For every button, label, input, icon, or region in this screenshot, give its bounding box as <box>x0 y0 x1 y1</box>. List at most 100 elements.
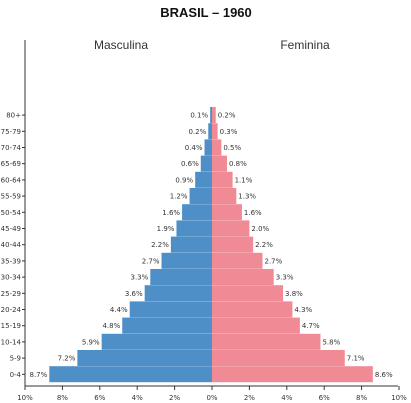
bar-female-50-54 <box>212 204 242 221</box>
bar-male-80+ <box>210 107 212 123</box>
bar-female-5-9 <box>212 350 345 366</box>
bar-female-55-59 <box>212 188 237 204</box>
bar-male-10-14 <box>101 333 212 350</box>
label-male-75-79: 0.2% <box>188 128 206 136</box>
x-tick-label-3: 4% <box>132 394 143 402</box>
chart-title: BRASIL – 1960 <box>160 5 252 20</box>
y-tick-label-60-64: 60-64 <box>1 176 22 184</box>
x-tick-label-7: 4% <box>281 394 292 402</box>
bar-male-40-44 <box>170 236 212 253</box>
bar-female-45-49 <box>212 220 250 237</box>
label-male-20-24: 4.4% <box>110 306 128 314</box>
bar-male-45-49 <box>176 220 212 237</box>
label-male-30-34: 3.3% <box>130 274 148 282</box>
bar-female-60-64 <box>212 171 233 188</box>
bar-male-50-54 <box>182 204 212 221</box>
y-tick-label-0-4: 0-4 <box>10 371 22 379</box>
bar-male-75-79 <box>208 123 212 140</box>
label-male-5-9: 7.2% <box>58 355 76 363</box>
label-female-20-24: 4.3% <box>294 306 312 314</box>
label-male-35-39: 2.7% <box>142 257 160 265</box>
label-male-25-29: 3.6% <box>125 290 143 298</box>
x-tick-label-9: 8% <box>356 394 367 402</box>
y-axis: 80+ 75-79 70-74 65-69 60-64 55-59 50-54 45-49 40… <box>1 40 26 386</box>
bar-male-25-29 <box>144 285 212 302</box>
label-female-30-34: 3.3% <box>276 274 294 282</box>
y-tick-label-65-69: 65-69 <box>1 160 21 168</box>
bar-female-20-24 <box>212 301 293 318</box>
label-female-75-79: 0.3% <box>220 128 238 136</box>
label-male-65-69: 0.6% <box>181 160 199 168</box>
label-male-15-19: 4.8% <box>102 322 120 330</box>
y-tick-label-10-14: 10-14 <box>1 338 22 346</box>
y-tick-label-45-49: 45-49 <box>1 225 21 233</box>
bar-male-35-39 <box>161 252 212 269</box>
bar-female-10-14 <box>212 333 321 350</box>
bar-female-30-34 <box>212 269 274 285</box>
bar-female-15-19 <box>212 317 300 334</box>
label-female-80+: 0.2% <box>218 112 236 120</box>
y-tick-label-20-24: 20-24 <box>1 306 22 314</box>
bar-male-55-59 <box>189 188 212 204</box>
y-tick-label-25-29: 25-29 <box>1 290 21 298</box>
bar-female-40-44 <box>212 236 254 253</box>
label-female-50-54: 1.6% <box>244 209 262 217</box>
y-tick-label-5-9: 5-9 <box>10 355 21 363</box>
bar-male-70-74 <box>204 139 212 156</box>
bar-male-20-24 <box>129 301 212 318</box>
bar-female-25-29 <box>212 285 284 302</box>
label-female-0-4: 8.6% <box>375 371 393 379</box>
x-tick-label-4: 2% <box>169 394 180 402</box>
bar-female-35-39 <box>212 252 263 269</box>
y-tick-label-75-79: 75-79 <box>1 128 21 136</box>
x-tick-label-2: 6% <box>94 394 105 402</box>
label-female-15-19: 4.7% <box>302 322 320 330</box>
label-male-45-49: 1.9% <box>157 225 175 233</box>
bar-female-65-69 <box>212 155 227 172</box>
label-female-5-9: 7.1% <box>347 355 365 363</box>
label-male-70-74: 0.4% <box>185 144 203 152</box>
bar-male-15-19 <box>122 317 212 334</box>
label-male-10-14: 5.9% <box>82 338 100 346</box>
bar-male-60-64 <box>195 171 212 188</box>
x-tick-label-0: 10% <box>17 394 33 402</box>
label-male-55-59: 1.2% <box>170 193 188 201</box>
bar-female-70-74 <box>212 139 222 156</box>
bar-male-30-34 <box>150 269 212 285</box>
label-male-60-64: 0.9% <box>175 176 193 184</box>
bar-male-0-4 <box>49 366 213 383</box>
y-tick-label-35-39: 35-39 <box>1 257 21 265</box>
x-tick-label-5: 0% <box>206 394 217 402</box>
x-tick-label-10: 10% <box>391 394 407 402</box>
label-male-50-54: 1.6% <box>162 209 180 217</box>
y-tick-label-40-44: 40-44 <box>1 241 22 249</box>
bar-female-75-79 <box>212 123 218 140</box>
label-female-60-64: 1.1% <box>235 176 253 184</box>
bars-layer <box>49 107 373 383</box>
bar-female-80+ <box>212 107 216 123</box>
label-female-65-69: 0.8% <box>229 160 247 168</box>
label-female-25-29: 3.8% <box>285 290 303 298</box>
y-tick-label-15-19: 15-19 <box>1 322 21 330</box>
label-female-35-39: 2.7% <box>264 257 282 265</box>
x-tick-label-1: 8% <box>57 394 68 402</box>
y-tick-label-80+: 80+ <box>6 112 21 120</box>
y-tick-label-30-34: 30-34 <box>1 274 22 282</box>
bar-female-0-4 <box>212 366 373 383</box>
y-tick-label-55-59: 55-59 <box>1 193 21 201</box>
label-female-45-49: 2.0% <box>251 225 269 233</box>
label-female-55-59: 1.3% <box>238 193 256 201</box>
label-female-70-74: 0.5% <box>223 144 241 152</box>
label-male-80+: 0.1% <box>190 112 208 120</box>
label-male-0-4: 8.7% <box>30 371 48 379</box>
value-labels-layer: 0.1% 0.2% 0.2% 0.3% 0.4% 0.5% 0.6% 0.8% 0.9% 1.1%… <box>30 112 393 379</box>
x-axis: 10% 8% 6% 4% 2% 0% 2% 4% 6% 8% 10% <box>17 385 407 402</box>
label-male-40-44: 2.2% <box>151 241 169 249</box>
y-tick-label-70-74: 70-74 <box>1 144 22 152</box>
female-side-label: Feminina <box>280 38 330 52</box>
male-side-label: Masculina <box>94 38 148 52</box>
x-tick-label-6: 2% <box>244 394 255 402</box>
x-tick-label-8: 6% <box>319 394 330 402</box>
label-female-10-14: 5.8% <box>322 338 340 346</box>
